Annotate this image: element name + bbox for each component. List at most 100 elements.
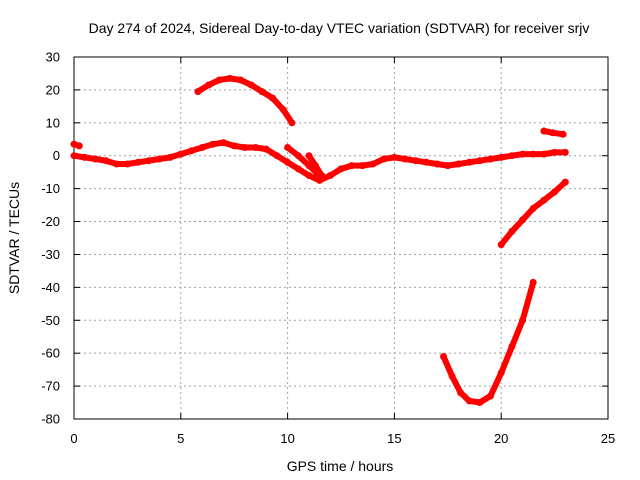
data-point: [440, 353, 447, 360]
data-point: [529, 278, 537, 286]
data-point: [294, 165, 302, 173]
data-point: [177, 150, 185, 158]
data-point: [540, 196, 548, 204]
data-point: [476, 399, 484, 406]
data-point: [279, 106, 287, 114]
data-point: [519, 316, 527, 324]
y-tick-label: -60: [41, 346, 60, 361]
data-point: [288, 119, 296, 127]
data-point: [252, 144, 260, 151]
data-point: [326, 172, 334, 179]
data-point: [102, 157, 110, 165]
data-point: [269, 94, 277, 102]
x-tick-label: 5: [177, 431, 184, 446]
data-point: [166, 153, 174, 161]
data-point: [497, 369, 505, 377]
data-point: [529, 150, 537, 158]
data-point: [497, 153, 505, 161]
series-arc-dip: [440, 278, 537, 406]
x-tick-labels: 0 5 10 15 20 25: [70, 431, 615, 446]
data-point: [215, 76, 223, 84]
data-point: [465, 158, 473, 166]
y-tick-label: -80: [41, 412, 60, 427]
data-point: [390, 153, 398, 161]
series-arc-upper: [194, 74, 296, 127]
chart-title: Day 274 of 2024, Sidereal Day-to-day VTE…: [89, 20, 590, 36]
data-point: [294, 152, 302, 160]
data-point: [305, 172, 313, 179]
data-point: [81, 153, 89, 161]
data-point: [508, 152, 516, 160]
x-axis-label: GPS time / hours: [287, 458, 394, 474]
data-point: [230, 142, 238, 150]
data-point: [561, 148, 569, 156]
data-point: [226, 74, 234, 82]
data-point: [422, 158, 430, 166]
y-tick-label: 10: [46, 115, 60, 130]
y-tick-label: -40: [41, 280, 60, 295]
data-point: [284, 158, 292, 166]
data-point: [519, 216, 527, 224]
data-point: [205, 81, 213, 89]
data-point: [540, 127, 548, 135]
data-point: [155, 155, 163, 163]
data-point: [237, 76, 245, 84]
data-point: [561, 178, 569, 186]
data-point: [476, 157, 484, 165]
data-point: [262, 145, 270, 153]
data-point: [497, 241, 505, 249]
data-point: [455, 160, 462, 168]
series-line: [440, 279, 537, 406]
data-point: [549, 129, 556, 137]
data-point: [519, 150, 527, 158]
data-point: [305, 152, 313, 160]
data-point: [209, 140, 217, 148]
plot-frame: [73, 56, 609, 420]
data-point: [194, 88, 202, 96]
data-point: [444, 162, 452, 170]
data-point: [348, 162, 356, 170]
series-arc-right-mid: [497, 178, 569, 249]
y-tick-label: -50: [41, 313, 60, 328]
grid-lines: [74, 57, 608, 419]
data-point: [75, 142, 83, 150]
x-tick-label: 0: [70, 431, 77, 446]
data-point: [188, 147, 195, 155]
data-point: [540, 150, 548, 158]
y-axis-label: SDTVAR / TECUs: [6, 182, 22, 294]
y-tick-label: -20: [41, 214, 60, 229]
data-point: [529, 204, 537, 212]
data-point: [487, 155, 494, 163]
data-point: [448, 372, 456, 380]
data-point: [220, 139, 227, 147]
data-point: [70, 152, 78, 160]
data-point: [465, 397, 473, 405]
data-point: [134, 158, 142, 166]
y-tick-label: 0: [53, 148, 60, 163]
data-point: [145, 157, 153, 165]
series-arc-main: [70, 139, 569, 184]
data-point: [551, 188, 559, 196]
series-arc-drop-b: [305, 152, 326, 179]
data-point: [311, 162, 319, 170]
y-tick-label: -10: [41, 181, 60, 196]
tick-marks: [73, 56, 609, 420]
y-tick-label: 20: [46, 82, 60, 97]
series-arc-start: [70, 140, 83, 150]
data-point: [337, 165, 345, 173]
data-point: [241, 144, 249, 151]
data-series: [70, 74, 569, 406]
data-point: [487, 392, 494, 400]
data-point: [247, 81, 255, 89]
series-arc-right-top: [540, 127, 567, 138]
data-point: [273, 152, 281, 160]
y-tick-label: 30: [46, 50, 60, 65]
data-point: [380, 155, 388, 163]
data-point: [369, 160, 377, 168]
y-tick-label: -70: [41, 379, 60, 394]
data-point: [457, 389, 465, 397]
x-tick-label: 20: [494, 431, 508, 446]
data-point: [258, 88, 266, 96]
data-point: [433, 160, 441, 168]
